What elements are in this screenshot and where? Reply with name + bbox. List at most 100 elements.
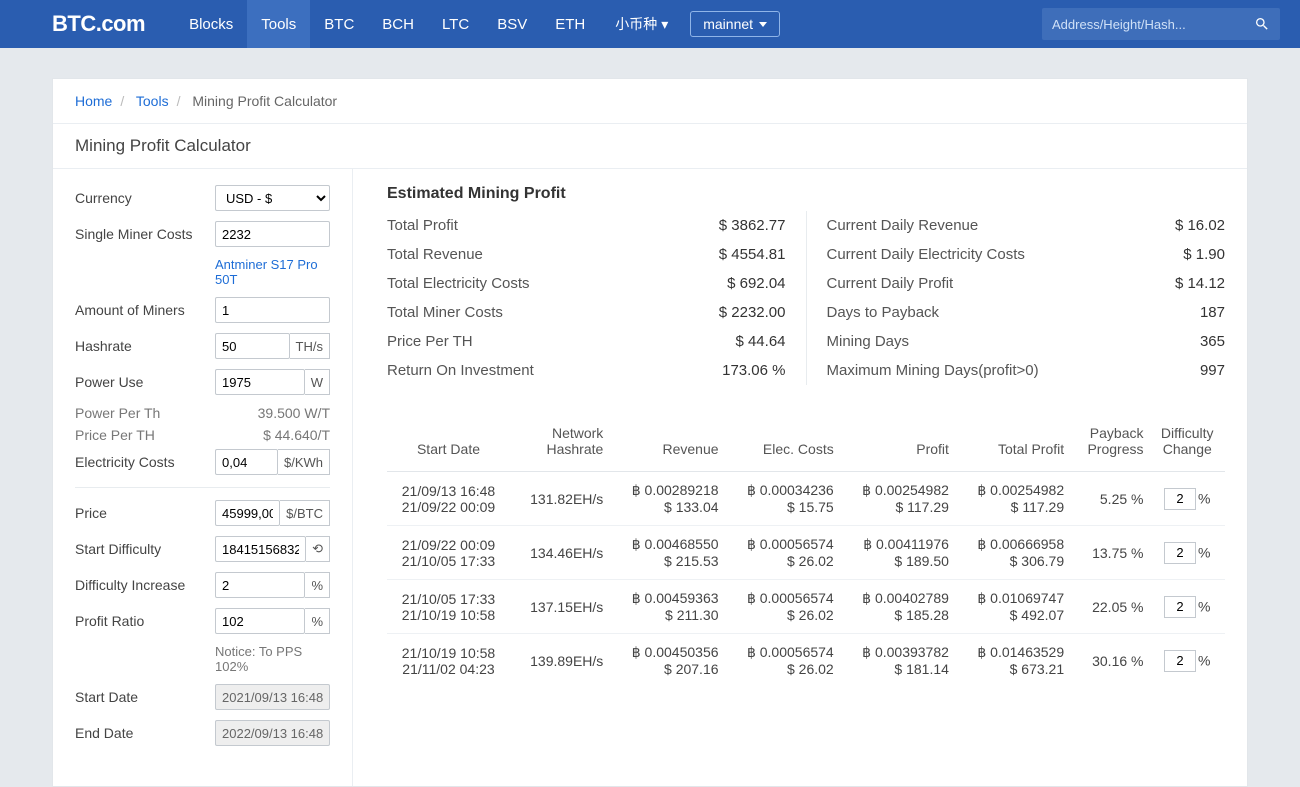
cell-payback: 13.75 % [1070, 526, 1149, 580]
search-icon[interactable] [1254, 16, 1270, 32]
amount-label: Amount of Miners [75, 302, 215, 318]
col-header: Total Profit [955, 415, 1070, 472]
difficulty-change-input[interactable] [1164, 650, 1196, 672]
stat-value: $ 4554.81 [719, 246, 786, 263]
cell-date: 21/09/22 00:0921/10/05 17:33 [387, 526, 510, 580]
profit-ratio-notice: Notice: To PPS 102% [215, 644, 330, 674]
nav-item-eth[interactable]: ETH [541, 0, 599, 48]
single-miner-input[interactable] [215, 221, 330, 247]
stat-row: Return On Investment 173.06 % [387, 356, 786, 385]
stat-value: $ 2232.00 [719, 304, 786, 321]
currency-select[interactable]: USD - $ [215, 185, 330, 211]
network-dropdown[interactable]: mainnet [690, 11, 780, 37]
stat-row: Current Daily Electricity Costs$ 1.90 [827, 240, 1226, 269]
stat-value: 997 [1200, 362, 1225, 379]
stats-left: Total Profit$ 3862.77 Total Revenue $ 4554… [387, 211, 807, 385]
stat-label: Current Daily Revenue [827, 217, 979, 234]
price-label: Price [75, 505, 215, 521]
nav-item-bsv[interactable]: BSV [483, 0, 541, 48]
stat-label: Days to Payback [827, 304, 940, 321]
power-input[interactable] [215, 369, 305, 395]
cell-ec: ฿ 0.00056574$ 26.02 [725, 580, 840, 634]
cell-profit: ฿ 0.00411976$ 189.50 [840, 526, 955, 580]
cell-nh: 131.82EH/s [510, 472, 609, 526]
breadcrumb-tools[interactable]: Tools [136, 93, 169, 109]
subcoin-dropdown[interactable]: 小币种▾ [615, 14, 668, 34]
cell-dc: % [1149, 526, 1225, 580]
difficulty-change-input[interactable] [1164, 596, 1196, 618]
elec-input[interactable] [215, 449, 278, 475]
hashrate-unit: TH/s [290, 333, 330, 359]
price-per-th-value: $ 44.640/T [263, 427, 330, 443]
cell-date: 21/10/05 17:3321/10/19 10:58 [387, 580, 510, 634]
cell-date: 21/09/13 16:4821/09/22 00:09 [387, 472, 510, 526]
price-input[interactable] [215, 500, 280, 526]
cell-nh: 134.46EH/s [510, 526, 609, 580]
nav-item-btc[interactable]: BTC [310, 0, 368, 48]
breadcrumb-current: Mining Profit Calculator [192, 93, 337, 109]
stat-value: 173.06 % [722, 362, 785, 379]
breadcrumb: Home/ Tools/ Mining Profit Calculator [53, 79, 1247, 124]
stat-label: Mining Days [827, 333, 910, 350]
cell-profit: ฿ 0.00402789$ 185.28 [840, 580, 955, 634]
cell-dc: % [1149, 634, 1225, 688]
hashrate-input[interactable] [215, 333, 290, 359]
stat-label: Total Revenue [387, 246, 483, 263]
stat-row: Total Profit$ 3862.77 [387, 211, 786, 240]
cell-ec: ฿ 0.00034236$ 15.75 [725, 472, 840, 526]
stat-label: Return On Investment [387, 362, 534, 379]
start-date-input[interactable] [215, 684, 330, 710]
nav-item-ltc[interactable]: LTC [428, 0, 483, 48]
table-row: 21/09/13 16:4821/09/22 00:09131.82EH/s฿ … [387, 472, 1225, 526]
price-unit: $/BTC [280, 500, 330, 526]
cell-dc: % [1149, 472, 1225, 526]
profit-ratio-input[interactable] [215, 608, 305, 634]
difficulty-change-input[interactable] [1164, 542, 1196, 564]
miner-model-link[interactable]: Antminer S17 Pro 50T [215, 257, 330, 287]
site-logo[interactable]: BTC.com [52, 11, 145, 37]
cell-date: 21/10/19 10:5821/11/02 04:23 [387, 634, 510, 688]
cell-payback: 22.05 % [1070, 580, 1149, 634]
stat-label: Total Miner Costs [387, 304, 503, 321]
cell-profit: ฿ 0.00254982$ 117.29 [840, 472, 955, 526]
col-header: Profit [840, 415, 955, 472]
stat-row: Current Daily Profit$ 14.12 [827, 269, 1226, 298]
stat-value: $ 692.04 [727, 275, 785, 292]
nav-item-tools[interactable]: Tools [247, 0, 310, 48]
hashrate-label: Hashrate [75, 338, 215, 354]
power-unit: W [305, 369, 330, 395]
form-panel: Currency USD - $ Single Miner Costs Antm… [53, 169, 353, 786]
power-per-th-label: Power Per Th [75, 405, 160, 421]
difficulty-reset-icon[interactable]: ⟲ [306, 536, 330, 562]
search-input[interactable] [1052, 17, 1254, 32]
stat-row: Mining Days365 [827, 327, 1226, 356]
col-header: NetworkHashrate [510, 415, 609, 472]
breadcrumb-home[interactable]: Home [75, 93, 112, 109]
diff-inc-input[interactable] [215, 572, 305, 598]
stat-value: $ 1.90 [1183, 246, 1225, 263]
stat-row: Total Miner Costs $ 2232.00 [387, 298, 786, 327]
stat-row: Days to Payback187 [827, 298, 1226, 327]
cell-total: ฿ 0.00666958$ 306.79 [955, 526, 1070, 580]
elec-label: Electricity Costs [75, 454, 215, 470]
stat-value: $ 3862.77 [719, 217, 786, 234]
amount-input[interactable] [215, 297, 330, 323]
difficulty-label: Start Difficulty [75, 541, 215, 557]
table-row: 21/09/22 00:0921/10/05 17:33134.46EH/s ฿ … [387, 526, 1225, 580]
search-box [1042, 8, 1280, 40]
nav-item-bch[interactable]: BCH [368, 0, 428, 48]
diff-inc-label: Difficulty Increase [75, 577, 215, 593]
stat-row: Maximum Mining Days(profit>0)997 [827, 356, 1226, 385]
cell-total: ฿ 0.01463529$ 673.21 [955, 634, 1070, 688]
difficulty-input[interactable] [215, 536, 306, 562]
page-title: Mining Profit Calculator [53, 124, 1247, 169]
stat-value: $ 14.12 [1175, 275, 1225, 292]
end-date-input[interactable] [215, 720, 330, 746]
col-header: DifficultyChange [1149, 415, 1225, 472]
nav-item-blocks[interactable]: Blocks [175, 0, 247, 48]
cell-rev: ฿ 0.00289218$ 133.04 [609, 472, 724, 526]
cell-total: ฿ 0.00254982$ 117.29 [955, 472, 1070, 526]
power-per-th-value: 39.500 W/T [258, 405, 330, 421]
price-per-th-label: Price Per TH [75, 427, 155, 443]
difficulty-change-input[interactable] [1164, 488, 1196, 510]
